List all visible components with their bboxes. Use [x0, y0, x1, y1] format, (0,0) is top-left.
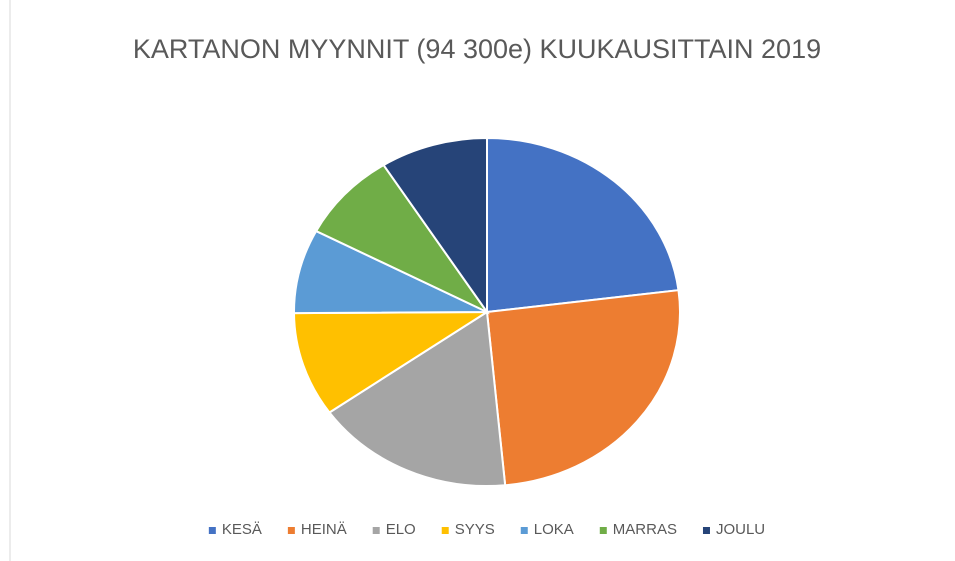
legend-swatch — [287, 527, 295, 534]
legend-label: ELO — [386, 521, 416, 538]
pie-slice — [293, 229, 488, 315]
legend-label: SYYS — [455, 521, 495, 538]
pie-slice — [485, 289, 681, 487]
legend-swatch — [702, 527, 710, 534]
legend-label: JOULU — [716, 521, 765, 538]
legend-swatch — [599, 527, 607, 534]
legend-label: HEINÄ — [301, 521, 347, 538]
legend-swatch — [441, 527, 449, 534]
legend-label: MARRAS — [613, 521, 677, 538]
pie-slice — [382, 136, 488, 316]
legend-label: KESÄ — [222, 521, 262, 538]
legend-label: LOKA — [534, 521, 574, 538]
legend-swatch — [520, 527, 528, 534]
pie-slice — [327, 310, 507, 487]
pie-slice — [314, 163, 491, 315]
pie-slice — [292, 310, 491, 414]
chart-title: KARTANON MYYNNIT (94 300e) KUUKAUSITTAIN… — [132, 34, 822, 64]
pie-slice — [486, 136, 680, 314]
legend-swatch — [208, 527, 216, 534]
legend-swatch — [372, 527, 380, 534]
